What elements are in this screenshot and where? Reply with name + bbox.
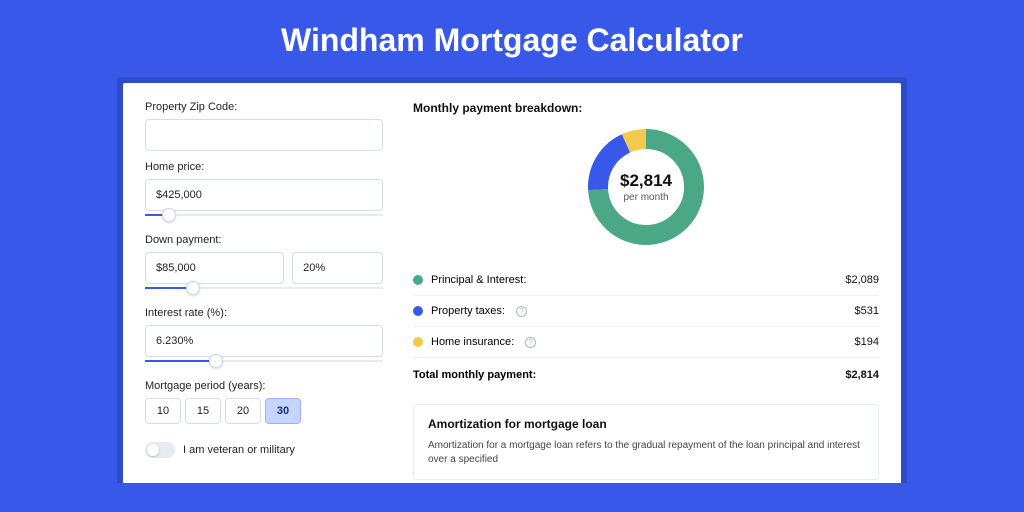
legend-value: $2,089: [845, 274, 879, 286]
legend: Principal & Interest: $2,089 Property taxe…: [413, 265, 879, 358]
legend-value: $194: [855, 336, 879, 348]
home-price-input[interactable]: [145, 179, 383, 211]
legend-total-row: Total monthly payment: $2,814: [413, 358, 879, 390]
down-payment-pct-input[interactable]: [292, 252, 383, 284]
amortization-box: Amortization for mortgage loan Amortizat…: [413, 404, 879, 480]
veteran-toggle[interactable]: [145, 442, 175, 458]
donut-total: $2,814: [620, 171, 672, 191]
slider-thumb[interactable]: [186, 281, 200, 295]
toggle-knob: [147, 444, 159, 456]
legend-value: $531: [855, 305, 879, 317]
interest-rate-slider[interactable]: [145, 356, 383, 370]
legend-label: Property taxes:: [431, 305, 505, 317]
breakdown-title: Monthly payment breakdown:: [413, 101, 879, 115]
down-payment-label: Down payment:: [145, 234, 383, 246]
legend-label: Home insurance:: [431, 336, 514, 348]
legend-row: Property taxes:? $531: [413, 296, 879, 327]
zip-label: Property Zip Code:: [145, 101, 383, 113]
breakdown-panel: Monthly payment breakdown: $2,814 per mo…: [413, 101, 879, 483]
form-panel: Property Zip Code: Home price: Down paym…: [145, 101, 383, 483]
legend-dot: [413, 306, 423, 316]
calculator-card: Property Zip Code: Home price: Down paym…: [123, 83, 901, 483]
interest-rate-label: Interest rate (%):: [145, 307, 383, 319]
info-icon[interactable]: ?: [516, 306, 527, 317]
amortization-title: Amortization for mortgage loan: [428, 417, 864, 431]
legend-dot: [413, 337, 423, 347]
legend-row: Home insurance:? $194: [413, 327, 879, 358]
total-value: $2,814: [845, 369, 879, 381]
down-payment-input[interactable]: [145, 252, 284, 284]
zip-input[interactable]: [145, 119, 383, 151]
donut-sub: per month: [623, 192, 668, 203]
veteran-label: I am veteran or military: [183, 444, 295, 456]
slider-thumb[interactable]: [162, 208, 176, 222]
interest-rate-input[interactable]: [145, 325, 383, 357]
amortization-text: Amortization for a mortgage loan refers …: [428, 439, 864, 467]
period-button-15[interactable]: 15: [185, 398, 221, 424]
period-button-10[interactable]: 10: [145, 398, 181, 424]
home-price-slider[interactable]: [145, 210, 383, 224]
legend-label: Principal & Interest:: [431, 274, 526, 286]
card-shadow: Property Zip Code: Home price: Down paym…: [117, 77, 907, 483]
period-button-30[interactable]: 30: [265, 398, 301, 424]
legend-dot: [413, 275, 423, 285]
home-price-label: Home price:: [145, 161, 383, 173]
mortgage-period-group: 10152030: [145, 398, 383, 424]
total-label: Total monthly payment:: [413, 369, 536, 381]
down-payment-slider[interactable]: [145, 283, 383, 297]
page-title: Windham Mortgage Calculator: [0, 0, 1024, 77]
info-icon[interactable]: ?: [525, 337, 536, 348]
donut-chart: $2,814 per month: [586, 127, 706, 247]
slider-thumb[interactable]: [209, 354, 223, 368]
period-button-20[interactable]: 20: [225, 398, 261, 424]
mortgage-period-label: Mortgage period (years):: [145, 380, 383, 392]
legend-row: Principal & Interest: $2,089: [413, 265, 879, 296]
